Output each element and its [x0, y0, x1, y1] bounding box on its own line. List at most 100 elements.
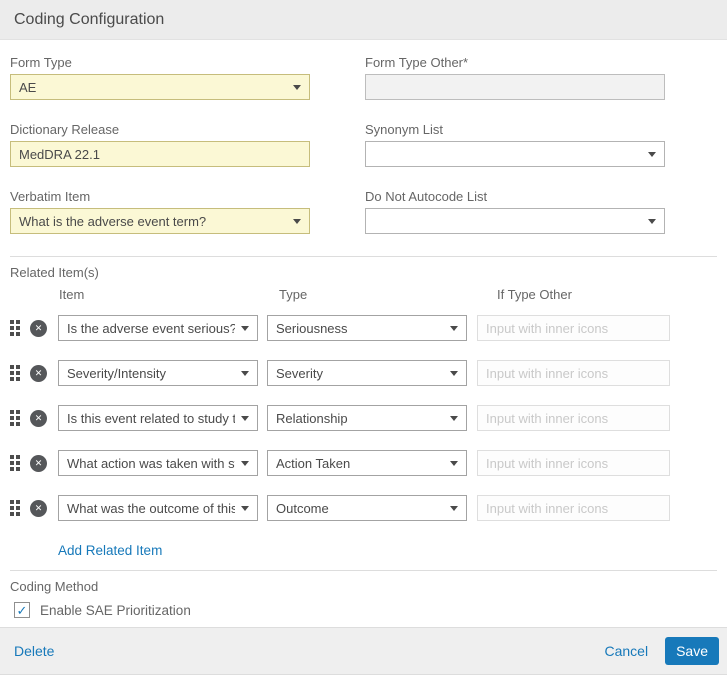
form-row-3: Verbatim Item What is the adverse event … — [10, 189, 717, 234]
coding-method-section: Coding Method ✓ Enable SAE Prioritizatio… — [0, 579, 727, 618]
row-type-value: Severity — [276, 365, 323, 381]
column-header-if-type-other: If Type Other — [497, 287, 572, 302]
top-form: Form Type AE Form Type Other* Dictionary… — [0, 55, 727, 234]
related-item-row: ✕ Is this event related to study t... Re… — [10, 405, 717, 431]
row-type-select[interactable]: Action Taken — [267, 450, 467, 476]
verbatim-item-field: Verbatim Item What is the adverse event … — [10, 189, 310, 234]
row-item-value: Is this event related to study t... — [67, 410, 235, 426]
chevron-down-icon — [648, 151, 656, 157]
form-row-1: Form Type AE Form Type Other* — [10, 55, 717, 100]
form-type-other-label: Form Type Other* — [365, 55, 469, 70]
delete-link[interactable]: Delete — [14, 643, 55, 659]
row-item-value: Severity/Intensity — [67, 365, 166, 381]
remove-row-button[interactable]: ✕ — [30, 364, 47, 382]
row-item-value: What was the outcome of this... — [67, 500, 235, 516]
form-type-select[interactable]: AE — [10, 74, 310, 100]
column-header-spacer — [10, 287, 58, 303]
remove-row-button[interactable]: ✕ — [30, 499, 47, 517]
enable-sae-checkbox[interactable]: ✓ — [14, 602, 30, 618]
do-not-autocode-field: Do Not Autocode List — [365, 189, 665, 234]
synonym-list-label: Synonym List — [365, 122, 444, 137]
verbatim-item-select[interactable]: What is the adverse event term? — [10, 208, 310, 234]
row-type-select[interactable]: Outcome — [267, 495, 467, 521]
drag-handle-icon[interactable] — [10, 365, 20, 381]
footer-bar: Delete Cancel Save — [0, 627, 727, 674]
row-item-select[interactable]: Severity/Intensity — [58, 360, 258, 386]
dictionary-release-field: Dictionary Release — [10, 122, 310, 167]
row-type-value: Seriousness — [276, 320, 348, 336]
column-header-type: Type — [279, 287, 308, 302]
close-icon: ✕ — [34, 412, 43, 423]
row-item-select[interactable]: What was the outcome of this... — [58, 495, 258, 521]
verbatim-item-value: What is the adverse event term? — [19, 213, 207, 229]
chevron-down-icon — [450, 325, 458, 331]
section-divider — [10, 570, 717, 571]
add-related-item-link[interactable]: Add Related Item — [58, 543, 163, 558]
chevron-down-icon — [293, 218, 301, 224]
panel-header: Coding Configuration — [0, 0, 727, 40]
close-icon: ✕ — [34, 367, 43, 378]
row-type-select[interactable]: Relationship — [267, 405, 467, 431]
dictionary-release-input[interactable] — [10, 141, 310, 167]
enable-sae-label: Enable SAE Prioritization — [40, 602, 191, 618]
check-icon: ✓ — [16, 602, 28, 618]
row-if-type-other-input — [477, 315, 670, 341]
row-item-select[interactable]: Is this event related to study t... — [58, 405, 258, 431]
row-type-select[interactable]: Severity — [267, 360, 467, 386]
related-item-row: ✕ What was the outcome of this... Outcom… — [10, 495, 717, 521]
row-item-select[interactable]: Is the adverse event serious? — [58, 315, 258, 341]
do-not-autocode-select[interactable] — [365, 208, 665, 234]
remove-row-button[interactable]: ✕ — [30, 454, 47, 472]
related-items-section: Related Item(s) Item Type If Type Other … — [0, 265, 727, 560]
column-header-item: Item — [59, 287, 85, 302]
form-type-other-input — [365, 74, 665, 100]
drag-handle-icon[interactable] — [10, 320, 20, 336]
chevron-down-icon — [241, 370, 249, 376]
chevron-down-icon — [450, 505, 458, 511]
row-if-type-other-input — [477, 405, 670, 431]
form-type-value: AE — [19, 79, 37, 95]
chevron-down-icon — [648, 218, 656, 224]
coding-method-label: Coding Method — [10, 579, 99, 594]
section-divider — [10, 256, 717, 257]
chevron-down-icon — [450, 460, 458, 466]
cancel-link[interactable]: Cancel — [604, 643, 649, 659]
chevron-down-icon — [241, 415, 249, 421]
row-item-select[interactable]: What action was taken with st... — [58, 450, 258, 476]
chevron-down-icon — [241, 505, 249, 511]
form-type-field: Form Type AE — [10, 55, 310, 100]
synonym-list-select[interactable] — [365, 141, 665, 167]
related-item-row: ✕ Is the adverse event serious? Seriousn… — [10, 315, 717, 341]
form-type-other-field: Form Type Other* — [365, 55, 665, 100]
close-icon: ✕ — [34, 322, 43, 333]
related-items-rows: ✕ Is the adverse event serious? Seriousn… — [10, 315, 717, 521]
chevron-down-icon — [241, 325, 249, 331]
save-button[interactable]: Save — [665, 637, 719, 665]
verbatim-item-label: Verbatim Item — [10, 189, 91, 204]
form-row-2: Dictionary Release Synonym List — [10, 122, 717, 167]
related-item-row: ✕ What action was taken with st... Actio… — [10, 450, 717, 476]
chevron-down-icon — [241, 460, 249, 466]
close-icon: ✕ — [34, 502, 43, 513]
enable-sae-row: ✓ Enable SAE Prioritization — [10, 602, 717, 618]
drag-handle-icon[interactable] — [10, 410, 20, 426]
row-type-select[interactable]: Seriousness — [267, 315, 467, 341]
remove-row-button[interactable]: ✕ — [30, 319, 47, 337]
row-type-value: Outcome — [276, 500, 329, 516]
drag-handle-icon[interactable] — [10, 455, 20, 471]
remove-row-button[interactable]: ✕ — [30, 409, 47, 427]
dictionary-release-label: Dictionary Release — [10, 122, 120, 137]
row-type-value: Action Taken — [276, 455, 351, 471]
row-if-type-other-input — [477, 450, 670, 476]
row-item-value: Is the adverse event serious? — [67, 320, 235, 336]
row-if-type-other-input — [477, 495, 670, 521]
form-type-label: Form Type — [10, 55, 72, 70]
row-if-type-other-input — [477, 360, 670, 386]
synonym-list-field: Synonym List — [365, 122, 665, 167]
chevron-down-icon — [450, 415, 458, 421]
panel-content: Form Type AE Form Type Other* Dictionary… — [0, 40, 727, 627]
row-type-value: Relationship — [276, 410, 348, 426]
page-title: Coding Configuration — [14, 10, 165, 28]
drag-handle-icon[interactable] — [10, 500, 20, 516]
